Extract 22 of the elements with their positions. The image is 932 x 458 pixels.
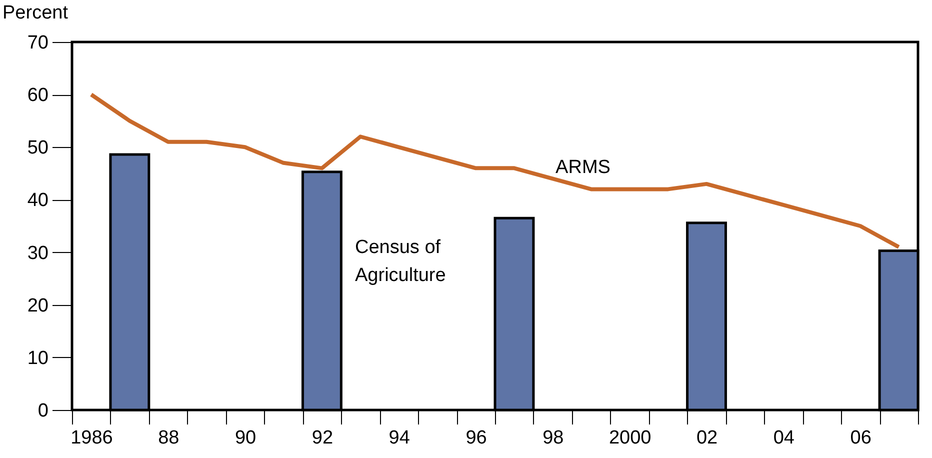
x-tick-label: 06 xyxy=(850,428,872,448)
x-tick-label: 02 xyxy=(696,428,718,448)
x-tick-label: 94 xyxy=(388,428,410,448)
y-tick-label: 60 xyxy=(27,85,48,106)
x-tick-label: 96 xyxy=(466,428,487,448)
x-tick-label: 90 xyxy=(234,428,256,448)
y-tick-label: 20 xyxy=(27,295,48,316)
y-tick-label: 50 xyxy=(27,138,48,159)
x-tick-label: 2000 xyxy=(608,428,652,448)
y-tick-label: 0 xyxy=(38,400,48,422)
y-tick-label: 10 xyxy=(27,348,48,369)
x-tick-label: 92 xyxy=(312,428,334,448)
y-tick-label: 30 xyxy=(27,242,48,264)
x-tick-label: 04 xyxy=(773,428,795,448)
x-tick-label: 88 xyxy=(158,428,180,448)
x-tick-label: 1986 xyxy=(70,428,113,448)
y-tick-label: 70 xyxy=(27,32,48,54)
y-axis-title: Percent xyxy=(2,2,69,24)
x-tick-label: 98 xyxy=(542,428,564,448)
y-tick-label: 40 xyxy=(27,190,48,212)
series-label: ARMS xyxy=(556,157,610,178)
series-label: Census of Agriculture xyxy=(355,237,446,286)
